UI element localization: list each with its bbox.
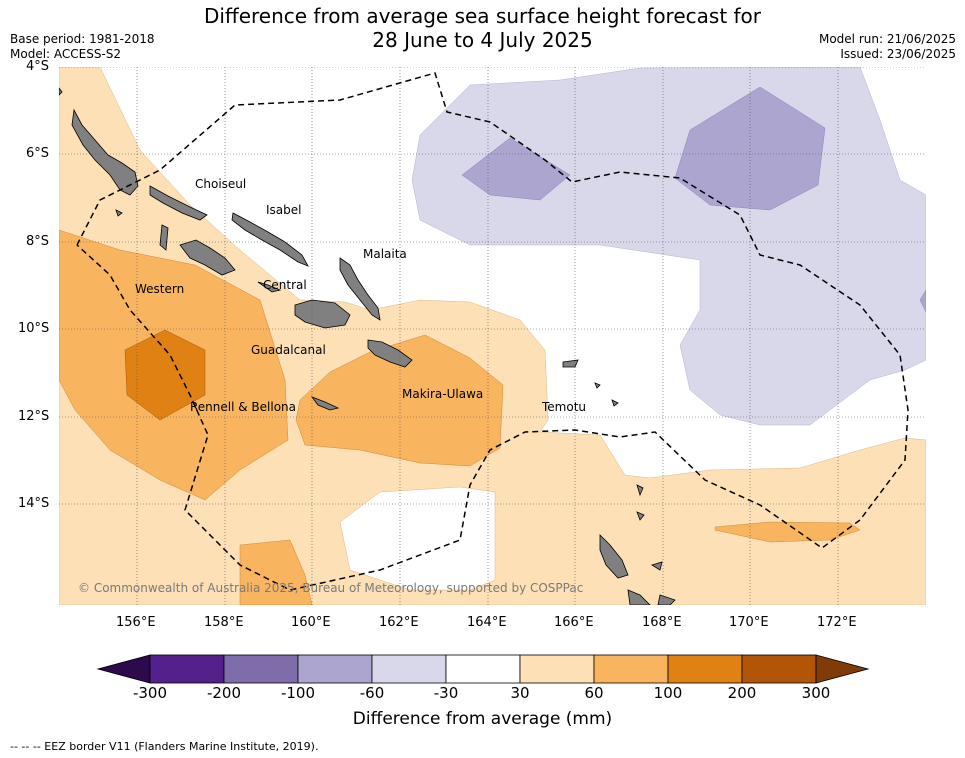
place-label-malaita: Malaita [363,247,407,261]
colorbar-swatch [741,654,817,684]
isabel-island [231,212,309,267]
lat-label-10s: 10°S [18,321,50,336]
colorbar-under-triangle [96,654,151,684]
small-island-7 [594,382,601,389]
meta-left: Base period: 1981-2018 Model: ACCESS-S2 [10,32,155,62]
lon-label-160e: 160°E [291,615,331,630]
colorbar-swatch [593,654,669,684]
lon-label-164e: 164°E [467,615,507,630]
place-label-central: Central [263,278,307,292]
title-line-2: 28 June to 4 July 2025 [372,28,593,52]
guadalcanal-island [294,299,351,329]
colorbar-tick-label: 100 [653,684,683,702]
lat-label-4s: 4°S [26,59,50,74]
colorbar-swatch [223,654,299,684]
colorbar-tick-label: 30 [510,684,530,702]
choiseul-island [149,185,208,221]
lon-label-168e: 168°E [642,615,682,630]
colorbar-tick-label: -200 [206,684,242,702]
small-island-8 [59,87,63,96]
lon-label-158e: 158°E [204,615,244,630]
colorbar-swatch [519,654,595,684]
base-period: Base period: 1981-2018 [10,32,155,46]
eez-border [76,72,909,591]
colorbar-title: Difference from average (mm) [352,709,613,729]
small-island-3 [257,281,282,293]
lat-label-12s: 12°S [18,409,50,424]
colorbar-over-triangle [815,654,870,684]
issued-date: Issued: 23/06/2025 [840,47,956,61]
anomaly-neg60-neg100-a [461,137,571,201]
malaita-island [339,257,381,321]
rennell-island [310,396,340,411]
colorbar [96,654,870,684]
place-label-choiseul: Choiseul [195,177,247,191]
lat-label-8s: 8°S [26,234,50,249]
meta-right: Model run: 21/06/2025 Issued: 23/06/2025 [819,32,956,62]
eez-legend-note: -- -- -- EEZ border V11 (Flanders Marine… [10,740,319,753]
place-label-rennell-bellona: Rennell & Bellona [190,400,297,414]
lon-label-172e: 172°E [817,615,857,630]
small-island-1 [159,224,169,251]
lat-label-6s: 6°S [26,146,50,161]
small-island-2 [115,209,123,217]
colorbar-swatch [667,654,743,684]
place-label-guadalcanal: Guadalcanal [251,343,326,357]
colorbar-swatch [149,654,225,684]
small-island-6 [611,399,619,407]
anomaly-60-100-east [714,521,861,543]
lon-label-162e: 162°E [379,615,419,630]
place-label-isabel: Isabel [266,203,302,217]
anomaly-neg60-neg100-c [919,289,926,313]
copyright-notice: © Commonwealth of Australia 2025, Bureau… [78,581,584,595]
small-island-5 [636,484,644,497]
lon-label-170e: 170°E [729,615,769,630]
place-label-western: Western [135,282,185,296]
new-georgia-island [179,239,236,276]
colorbar-tick-label: 200 [727,684,757,702]
colorbar-swatch [371,654,447,684]
title-line-1: Difference from average sea surface heig… [203,4,762,28]
makira-island [367,339,413,368]
vanuatu-south-island [627,589,651,605]
colorbar-tick-label: -60 [359,684,385,702]
islands [59,87,676,605]
map-title: Difference from average sea surface heig… [0,4,965,52]
model-run: Model run: 21/06/2025 [818,32,956,46]
colorbar-swatches [96,654,870,684]
model-name: Model: ACCESS-S2 [10,47,122,61]
colorbar-tick-label: 60 [584,684,604,702]
anomaly-30-60-region [59,67,926,605]
lon-label-166e: 166°E [554,615,594,630]
colorbar-tick-label: -300 [132,684,168,702]
colorbar-tick-label: -100 [280,684,316,702]
colorbar-tick-label: -30 [433,684,459,702]
place-label-makira-ulawa: Makira-Ulawa [402,387,484,401]
small-island-4 [657,594,676,605]
neutral-hole [339,486,496,591]
colorbar-swatch [445,654,521,684]
place-label-temotu: Temotu [542,400,587,414]
anomaly-100-200-region [124,329,206,421]
anomaly-60-100-central [295,334,504,467]
graticule [59,67,926,605]
colorbar-tick-label: 300 [801,684,831,702]
small-island-9 [636,511,645,521]
bougainville-island [71,108,139,196]
vanuatu-north-island [599,534,629,579]
map-area [59,67,926,605]
colorbar-swatch [297,654,373,684]
lon-label-156e: 156°E [116,615,156,630]
vanuatu-east-island [651,561,663,571]
lat-label-14s: 14°S [18,496,50,511]
